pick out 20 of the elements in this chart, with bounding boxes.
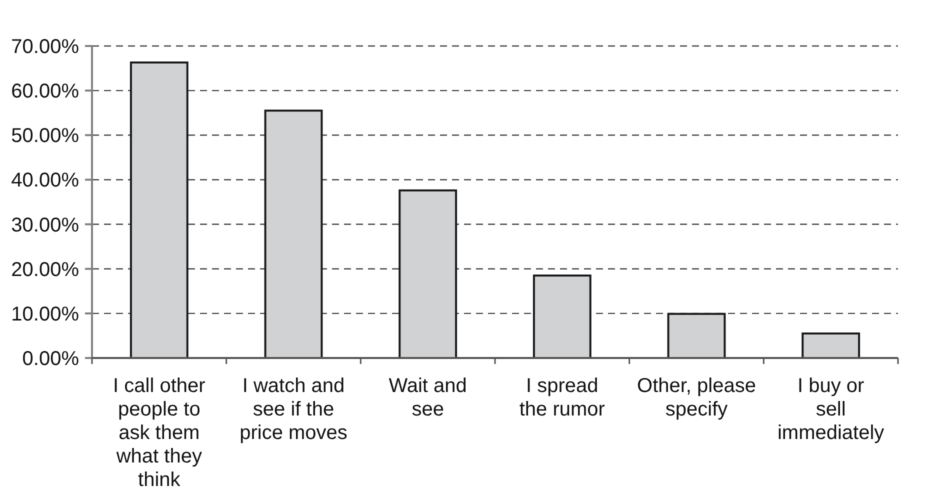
x-tick-label: I watch and see if the price moves xyxy=(240,375,348,444)
bar xyxy=(398,189,458,359)
x-tick-label: I call other people to ask them what they think xyxy=(113,375,206,490)
y-tick-label: 20.00% xyxy=(11,258,80,281)
y-tick-label: 10.00% xyxy=(11,303,80,326)
bar xyxy=(802,332,860,359)
bar xyxy=(130,61,188,359)
y-tick-label: 30.00% xyxy=(11,214,80,236)
bar xyxy=(532,274,592,359)
x-tick-label: I buy or sell immediately xyxy=(777,375,884,444)
y-tick-label: 60.00% xyxy=(11,80,80,103)
x-tick-label: I spread the rumor xyxy=(519,375,606,420)
y-tick-label: 0.00% xyxy=(22,348,80,370)
bar xyxy=(264,110,323,359)
bar xyxy=(667,312,726,359)
x-tick-label: Other, please specify xyxy=(637,375,756,420)
y-tick-label: 70.00% xyxy=(11,36,80,58)
x-tick-label: Wait and see xyxy=(388,375,467,420)
y-tick-label: 50.00% xyxy=(11,125,80,148)
y-tick-label: 40.00% xyxy=(11,170,80,192)
